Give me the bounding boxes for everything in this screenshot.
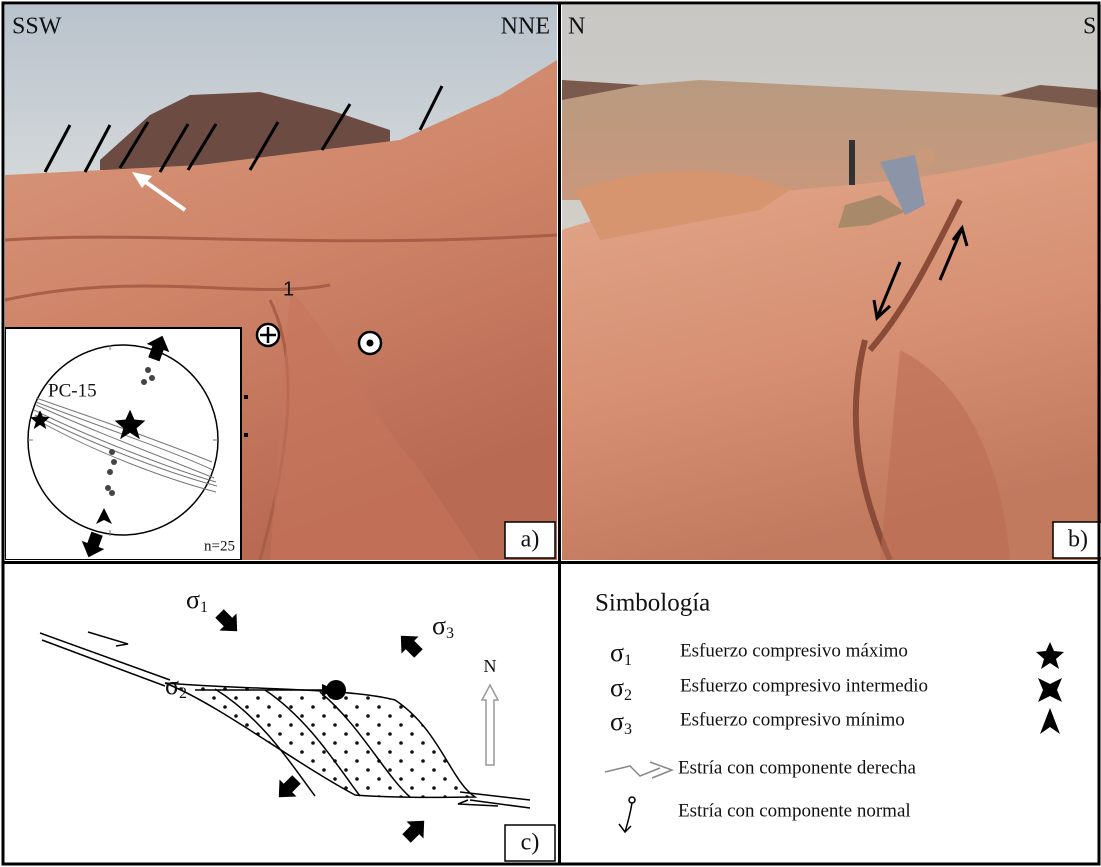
orientation-label: SSW bbox=[12, 14, 62, 40]
legend-text: Esfuerzo compresivo intermedio bbox=[680, 675, 928, 696]
panel-tag: a) bbox=[521, 527, 540, 553]
legend-icon bbox=[1036, 642, 1064, 669]
legend-text: Estría con componente normal bbox=[678, 800, 911, 821]
sigma-sub: 3 bbox=[624, 721, 632, 738]
sigma-sub: 2 bbox=[624, 687, 632, 704]
panel-tag: b) bbox=[1068, 527, 1088, 553]
sigma: σ bbox=[610, 638, 624, 667]
orientation-label: N bbox=[568, 14, 585, 40]
panel-tag: c) bbox=[521, 830, 540, 856]
orientation-label: S bbox=[1083, 14, 1096, 40]
stereonet-box bbox=[5, 328, 241, 560]
legend-icon bbox=[1040, 708, 1060, 734]
legend-icon bbox=[1038, 678, 1062, 702]
legend-icon bbox=[619, 797, 635, 832]
legend-icon bbox=[605, 762, 672, 778]
marker-label: 1 bbox=[283, 278, 294, 300]
stereonet-count: n=25 bbox=[204, 538, 235, 554]
legend-symbol: σ3 bbox=[610, 707, 632, 738]
photo-b bbox=[562, 5, 1101, 560]
legend-symbol: σ1 bbox=[610, 638, 632, 669]
figure: 1 PC-15 n=25 SSW NNE a) N S b) bbox=[0, 0, 1101, 867]
legend-title: Simbología bbox=[595, 590, 710, 617]
photo-a: 1 PC-15 n=25 bbox=[5, 5, 557, 561]
north-label: N bbox=[484, 656, 497, 676]
legend-symbol: σ2 bbox=[610, 673, 632, 704]
sigma: σ bbox=[610, 707, 624, 736]
legend-text: Esfuerzo compresivo máximo bbox=[680, 640, 908, 661]
stereonet-label: PC-15 bbox=[48, 380, 97, 401]
orientation-label: NNE bbox=[501, 14, 550, 40]
sigma-sub: 1 bbox=[624, 652, 632, 669]
legend-text: Estría con componente derecha bbox=[678, 757, 916, 778]
sigma: σ bbox=[610, 673, 624, 702]
legend-text: Esfuerzo compresivo mínimo bbox=[680, 709, 905, 730]
